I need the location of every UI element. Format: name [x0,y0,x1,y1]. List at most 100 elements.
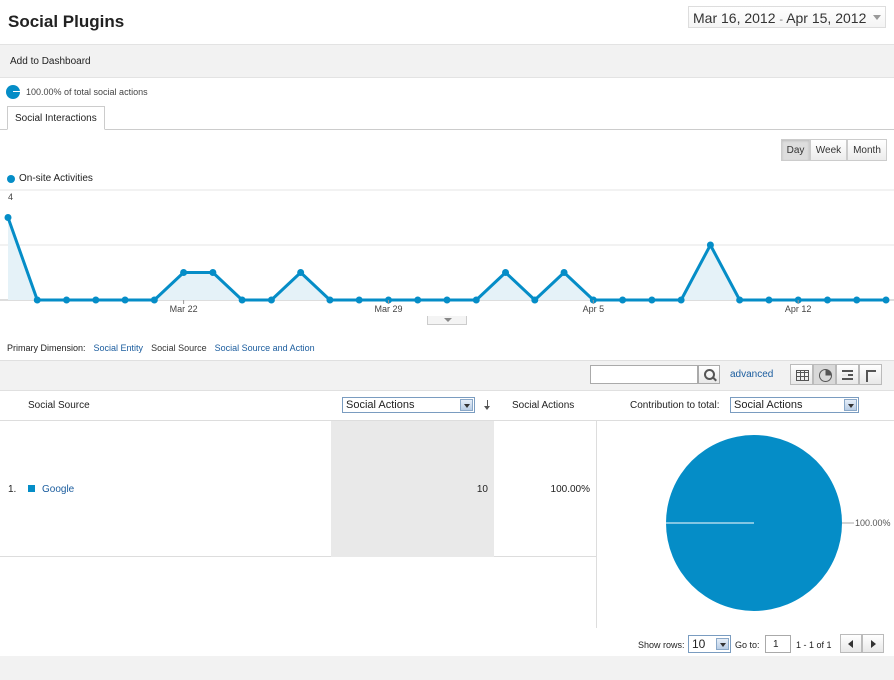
table-header: Social Source Social Actions Social Acti… [0,391,894,421]
data-point[interactable] [326,296,334,304]
date-end: Apr 15, 2012 [786,10,867,26]
x-tick-label: Apr 5 [583,304,605,314]
data-point[interactable] [414,296,422,304]
data-point[interactable] [472,296,480,304]
search-icon[interactable] [698,365,720,384]
data-point[interactable] [209,269,217,276]
data-point[interactable] [502,269,510,276]
explorer-tabs: Social Interactions [0,106,894,130]
series-line [6,216,886,302]
series-area [8,217,886,300]
column-header-social-source[interactable]: Social Source [28,400,90,411]
segment-summary: 100.00% of total social actions [6,84,148,100]
show-rows-label: Show rows: [638,640,685,650]
dimension-social-source: Social Source [151,343,207,353]
table-body: 1. Google 10 100.00% [0,421,596,557]
contribution-pie-panel: 100.00% [596,421,894,628]
chart-legend: On-site Activities [7,173,93,184]
data-point[interactable] [677,296,685,304]
data-point[interactable] [853,296,861,304]
segment-label: 100.00% of total social actions [26,87,148,97]
data-point[interactable] [736,296,744,304]
data-point[interactable] [531,296,539,304]
data-point[interactable] [63,296,71,304]
add-to-dashboard-button[interactable]: Add to Dashboard [10,56,91,67]
data-point[interactable] [706,241,714,249]
data-point[interactable] [238,296,246,304]
x-tick-label: Mar 22 [170,304,198,314]
date-range-picker[interactable]: Mar 16, 2012 - Apr 15, 2012 [688,6,886,28]
previous-page-icon[interactable] [840,634,862,653]
show-rows-select[interactable]: 10 [688,635,731,653]
week-button[interactable]: Week [810,139,847,161]
table-filter-bar: advanced [0,360,894,391]
legend-label[interactable]: On-site Activities [19,173,93,184]
row-value: 10 [476,484,488,495]
next-page-icon[interactable] [862,634,884,653]
chevron-down-icon [460,399,473,411]
dimension-social-entity[interactable]: Social Entity [93,343,144,353]
page-title: Social Plugins [8,12,125,31]
y-tick-label: 4 [8,192,13,202]
goto-label: Go to: [735,640,760,650]
contribution-select-value: Social Actions [734,399,803,411]
primary-dimension-bar: Primary Dimension: Social Entity Social … [7,343,323,353]
data-point[interactable] [150,296,158,304]
day-button[interactable]: Day [781,139,810,161]
data-point[interactable] [92,296,100,304]
metric-select-value: Social Actions [346,399,415,411]
data-point[interactable] [297,269,305,276]
chart-collapse-handle[interactable] [427,316,467,325]
data-point[interactable] [180,269,188,276]
comparison-view-icon[interactable] [859,364,882,385]
show-rows-value: 10 [692,637,706,651]
advanced-filter-link[interactable]: advanced [730,369,774,380]
table-search-input[interactable] [590,365,698,384]
contribution-pie-chart: 100.00% [666,435,891,611]
primary-dimension-label: Primary Dimension: [7,343,86,353]
contribution-select[interactable]: Social Actions [730,397,859,413]
contribution-label: Contribution to total: [630,400,720,411]
row-percent: 100.00% [550,484,590,495]
sort-descending-icon[interactable] [483,400,493,412]
data-point[interactable] [4,214,12,221]
data-point[interactable] [765,296,773,304]
chevron-down-icon [844,399,857,411]
data-point[interactable] [882,296,890,304]
sorted-column-highlight [331,421,494,557]
tab-social-interactions[interactable]: Social Interactions [7,106,105,130]
data-point[interactable] [33,296,41,304]
data-point[interactable] [560,269,568,276]
pagination-range: 1 - 1 of 1 [796,640,832,650]
data-point[interactable] [823,296,831,304]
row-source-link[interactable]: Google [42,484,75,495]
footer-band [0,656,894,680]
table-view-icon[interactable] [790,364,813,385]
pagination: Show rows: 10 Go to: 1 1 - 1 of 1 [0,632,894,656]
data-point[interactable] [443,296,451,304]
pie-slice-label: 100.00% [855,518,891,528]
date-separator: - [779,14,784,26]
data-point[interactable] [619,296,627,304]
chevron-down-icon [716,638,729,650]
data-point[interactable] [267,296,275,304]
chevron-down-icon [873,15,881,20]
x-tick-label: Mar 29 [374,304,402,314]
legend-swatch [7,174,15,183]
row-index: 1. [8,484,17,495]
row-color-swatch [28,485,35,492]
x-tick-label: Apr 12 [785,304,812,314]
data-point[interactable] [648,296,656,304]
pie-view-icon[interactable] [813,364,836,385]
data-point[interactable] [355,296,363,304]
dimension-social-source-and-action[interactable]: Social Source and Action [214,343,315,353]
date-start: Mar 16, 2012 [693,10,776,26]
month-button[interactable]: Month [847,139,887,161]
data-point[interactable] [121,296,129,304]
goto-input[interactable]: 1 [765,635,791,653]
performance-view-icon[interactable] [836,364,859,385]
metric-select[interactable]: Social Actions [342,397,475,413]
segment-pie-icon [6,85,20,99]
column-header-social-actions[interactable]: Social Actions [512,400,575,411]
